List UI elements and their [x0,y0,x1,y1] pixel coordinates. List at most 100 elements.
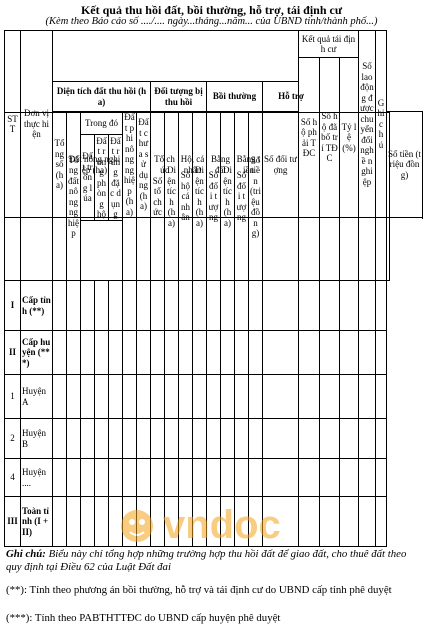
row-cell [94,418,109,459]
note-label: Ghi chú: [6,548,46,560]
row-cell [108,418,123,459]
sub-blank-gc [386,112,390,281]
row-unit: Huyện B [20,418,53,459]
row-cell [80,418,95,459]
row-cell [248,330,263,375]
row-cell [375,374,387,419]
row-cell [375,418,387,459]
row-cell [262,374,299,419]
row-cell [262,280,299,331]
row-cell [52,280,67,331]
row-cell [178,280,193,331]
header-bd-so-doi-tuong: Số đối tượng [206,112,221,281]
sub-header-and-rows: Tổng đất nông nghiệp Trong đó Số tổ chức Di… [4,112,390,547]
header-ht-so-tien: Số tiền (triệu đồng) [386,111,423,218]
header-so-ho-ca-nhan: Số hộ cá nhân [178,112,193,281]
row-cell [339,458,359,497]
row-cell [136,280,151,331]
row-cell [358,418,376,459]
row-cell [358,458,376,497]
row-stt: 1 [4,374,21,419]
row-cell [52,330,67,375]
row-cell [220,418,235,459]
row-cell [248,374,263,419]
header-dat-trong-lua: Đất trồng lúa [80,134,95,221]
sub-blank-phai [319,112,340,281]
sub-blank-tong [52,112,67,281]
row-cell [66,418,81,459]
row-cell [375,280,387,331]
sub-blank-ht2 [298,112,320,281]
vndoc-watermark: vndoc [115,496,315,552]
row-cell [52,374,67,419]
row-cell [220,374,235,419]
row-cell [206,280,221,331]
header-boi-thuong: Bồi thường [206,81,263,112]
row-cell [136,418,151,459]
row-cell [319,496,340,547]
row-cell [206,374,221,419]
row-cell [136,374,151,419]
row-cell [375,458,387,497]
row-cell [66,280,81,331]
row-cell [192,374,207,419]
row-stt: 4 [4,458,21,497]
row-cell [164,374,179,419]
row-cell [248,418,263,459]
row-cell [339,330,359,375]
row-cell [339,374,359,419]
row-cell [248,458,263,497]
row-cell [339,280,359,331]
note-tinh: (**): Tính theo phương án bồi thường, hỗ… [6,584,392,596]
header-doi-tuong: Đối tượng bị thu hồi [150,81,207,112]
report-title: Kết quả thu hồi đất, bồi thường, hỗ trợ,… [80,3,343,17]
row-cell [122,458,137,497]
row-cell [298,418,320,459]
row-cell [80,496,95,547]
row-cell [358,330,376,375]
table-row: III Toàn tỉnh (I + II) [4,496,390,547]
header-dt-ho-ca-nhan: Diện tích (ha) [192,112,207,281]
row-cell [52,418,67,459]
row-cell [164,330,179,375]
row-stt: II [4,330,21,375]
row-cell [192,280,207,331]
row-cell [358,496,376,547]
row-cell [52,458,67,497]
row-cell [52,496,67,547]
row-cell [375,496,387,547]
row-cell [220,280,235,331]
header-dat-rung-dac-dung: Đất rừng đặc dụng [108,134,123,221]
row-cell [136,458,151,497]
row-cell [94,280,109,331]
row-cell [108,374,123,419]
table-body-wrap: Tổng đất nông nghiệp Trong đó Số tổ chức Di… [4,112,390,547]
header-bt-so-doi-tuong: Số đối tượng [234,112,249,281]
table-row: I Cấp tỉnh (**) [4,280,390,331]
row-cell [375,330,387,375]
watermark-text: vndoc [163,503,281,547]
row-stt: III [4,496,21,547]
sub-blank-phi [122,112,137,281]
row-cell [66,330,81,375]
row-cell [150,418,165,459]
note-main: Ghi chú: Biểu này chỉ tổng hợp những trư… [6,548,420,574]
row-cell [298,458,320,497]
note-huyen: (***): Tính theo PABTHTTĐC do UBND cấp h… [6,612,281,624]
header-blank [52,30,299,82]
report-subtitle: (Kèm theo Báo cáo số ..../.... ngày...th… [45,16,378,27]
row-cell [339,496,359,547]
header-so-to-chuc: Số tổ chức [150,112,165,281]
row-cell [206,330,221,375]
table-row: II Cấp huyện (***) [4,330,390,375]
row-cell [262,418,299,459]
header-bd-dien-tich: Diện tích (ha) [220,112,235,281]
row-cell [192,330,207,375]
row-cell [150,458,165,497]
row-cell [66,496,81,547]
sub-blank-ld [375,112,387,281]
table-row: 1 Huyện A [4,374,390,419]
row-cell [150,280,165,331]
row-cell [150,330,165,375]
row-cell [234,330,249,375]
